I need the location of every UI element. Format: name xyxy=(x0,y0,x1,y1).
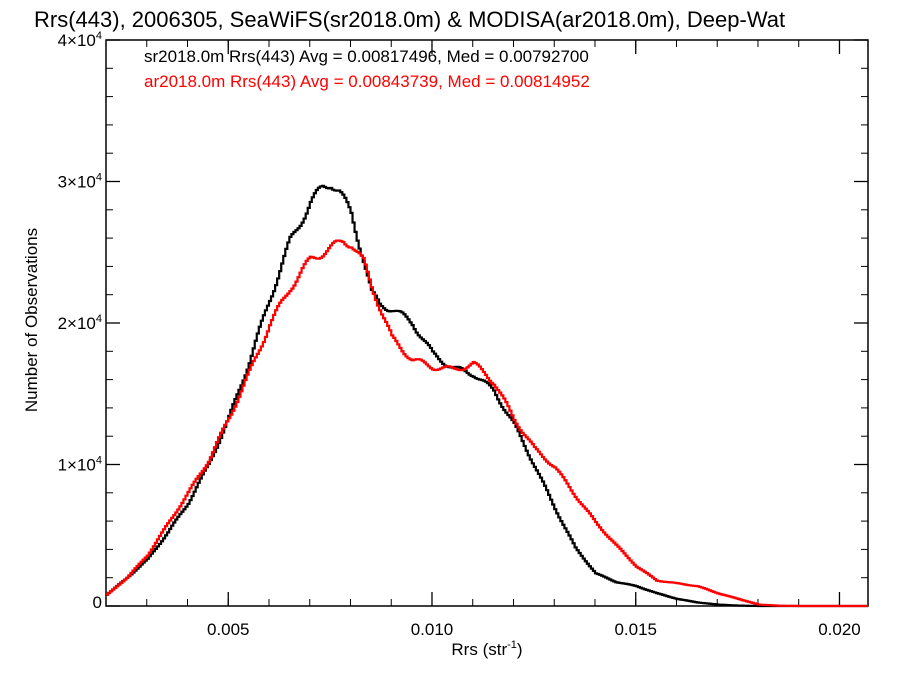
series-annotation: ar2018.0m Rrs(443) Avg = 0.00843739, Med… xyxy=(144,72,590,91)
x-axis-label-text: Rrs (str xyxy=(451,640,507,659)
plot-frame xyxy=(105,39,869,607)
y-tick-label: 2×104 xyxy=(58,313,102,333)
y-tick-label: 0 xyxy=(93,593,102,612)
x-tick-label: 0.010 xyxy=(411,620,454,639)
series-group xyxy=(106,184,868,608)
y-axis-label: Number of Observations xyxy=(22,228,41,412)
x-tick-label: 0.015 xyxy=(614,620,657,639)
y-tick-label: 1×104 xyxy=(58,455,102,475)
y-tick-labels: 0 1×104 2×104 3×104 4×104 xyxy=(58,30,102,612)
series-line-ar2018-0m xyxy=(106,239,868,608)
minor-ticks xyxy=(106,39,868,607)
x-tick-labels: 0.005 0.010 0.015 0.020 xyxy=(207,620,861,639)
y-tick-label: 3×104 xyxy=(58,172,102,192)
major-ticks xyxy=(106,39,868,607)
series-annotation: sr2018.0m Rrs(443) Avg = 0.00817496, Med… xyxy=(144,47,589,66)
x-tick-label: 0.005 xyxy=(207,620,250,639)
chart-title: Rrs(443), 2006305, SeaWiFS(sr2018.0m) & … xyxy=(34,7,785,32)
x-axis-label-tail: ) xyxy=(517,640,523,659)
series-line-sr2018-0m xyxy=(106,184,868,608)
y-tick-label: 4×104 xyxy=(58,30,102,50)
x-axis-label-superscript: -1 xyxy=(507,639,517,651)
x-axis-label: Rrs (str-1) xyxy=(451,639,522,659)
x-tick-label: 0.020 xyxy=(818,620,861,639)
legend-annotations: sr2018.0m Rrs(443) Avg = 0.00817496, Med… xyxy=(144,47,590,91)
